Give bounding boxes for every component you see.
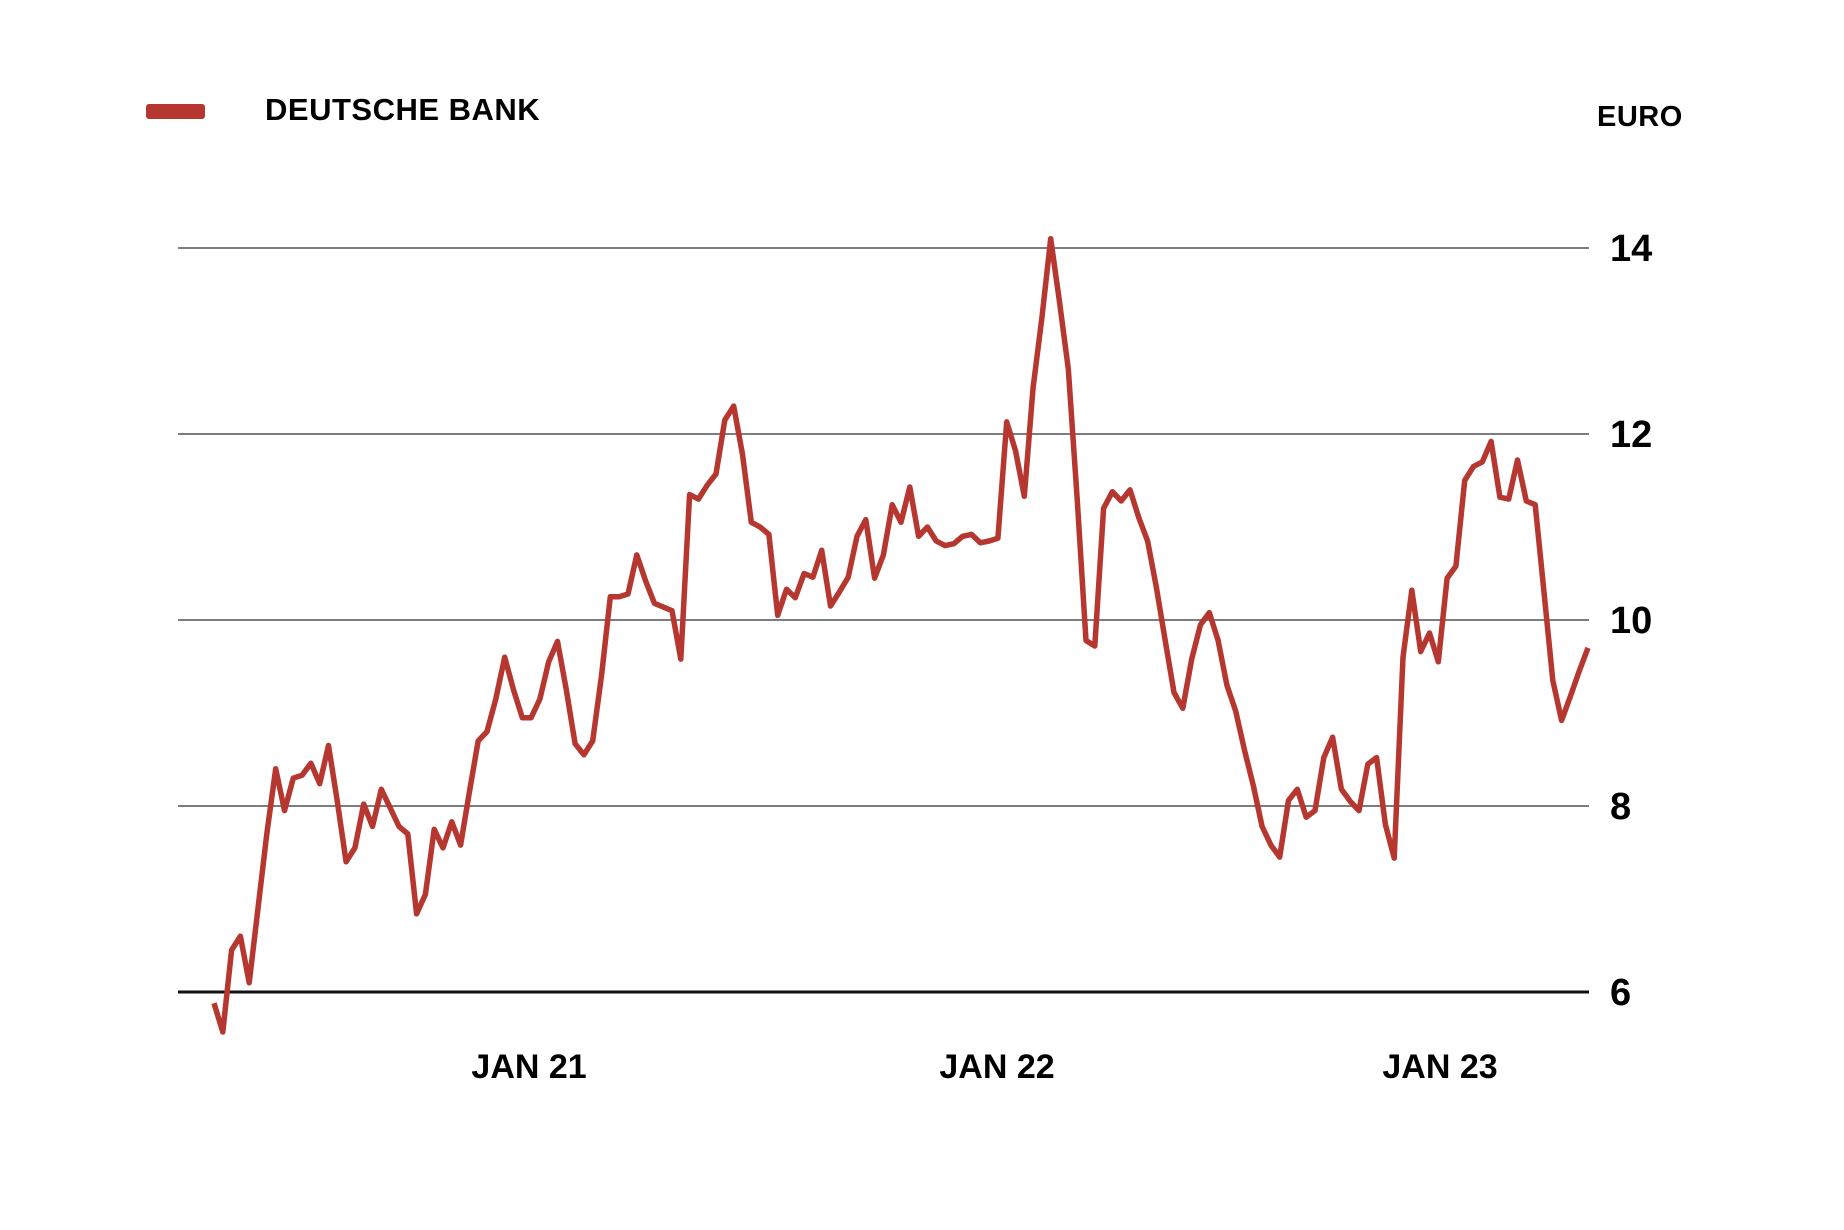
legend: DEUTSCHE BANK <box>146 92 541 127</box>
x-tick-label: JAN 22 <box>939 1048 1054 1086</box>
y-axis-unit-label: EURO <box>1597 101 1683 133</box>
price-line <box>211 235 1591 1035</box>
x-tick-label: JAN 23 <box>1382 1048 1497 1086</box>
y-tick-label: 8 <box>1610 786 1631 828</box>
y-tick-label: 6 <box>1610 972 1631 1014</box>
x-tick-label: JAN 21 <box>471 1048 586 1086</box>
y-tick-label: 14 <box>1610 228 1652 270</box>
legend-swatch <box>146 104 205 119</box>
y-tick-label: 12 <box>1610 414 1652 456</box>
y-tick-label: 10 <box>1610 600 1652 642</box>
legend-label: DEUTSCHE BANK <box>265 92 541 127</box>
